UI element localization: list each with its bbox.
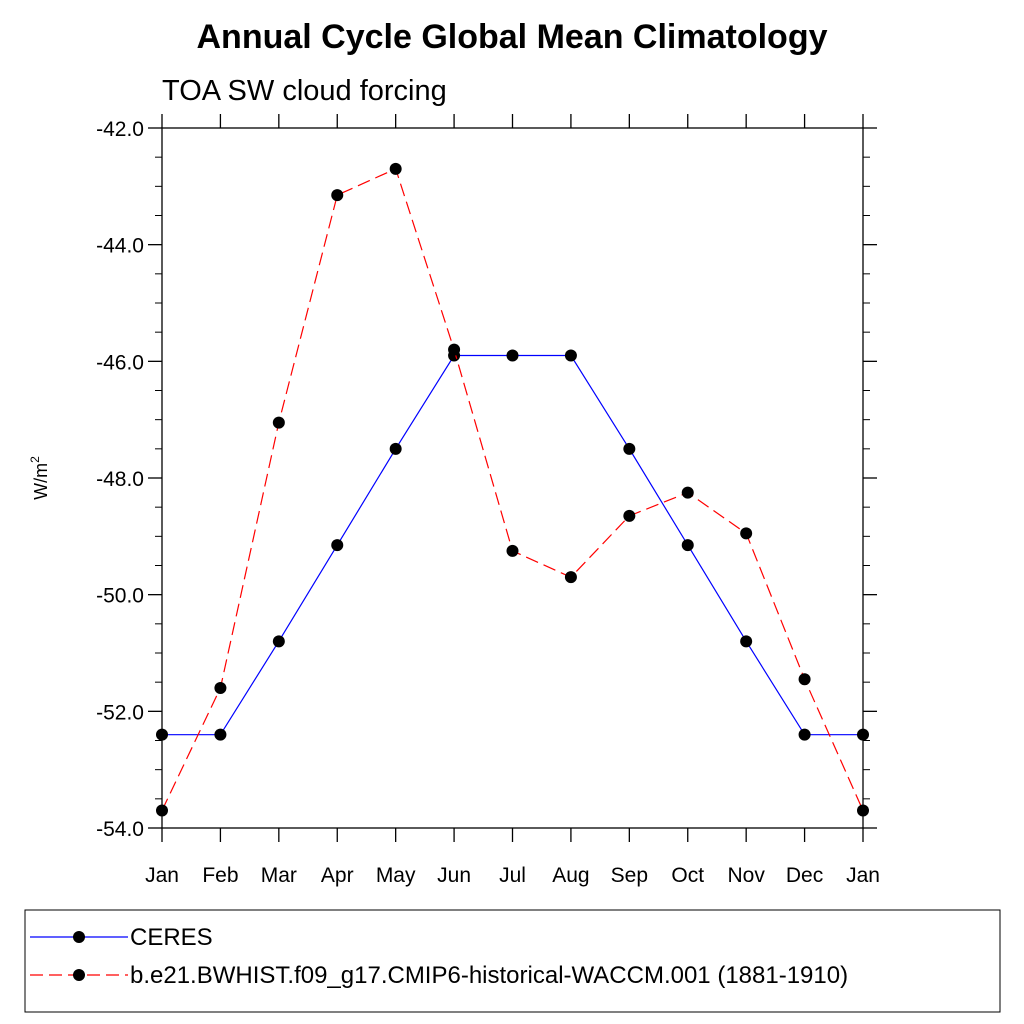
data-point <box>156 804 168 817</box>
y-tick-label: -46.0 <box>96 351 144 374</box>
series-layer <box>156 162 869 817</box>
data-point <box>506 544 519 557</box>
x-tick-label: May <box>376 864 416 887</box>
data-point <box>389 442 402 455</box>
data-point <box>272 635 285 648</box>
x-tick-label: Sep <box>611 864 648 887</box>
data-point <box>681 486 694 499</box>
y-tick-label: -52.0 <box>96 701 144 724</box>
data-point <box>564 349 577 362</box>
chart-title: Annual Cycle Global Mean Climatology <box>197 18 828 56</box>
data-point <box>623 442 636 455</box>
x-tick-label: Jan <box>846 864 880 887</box>
x-tick-label: Mar <box>261 864 297 887</box>
series-1 <box>156 162 869 817</box>
legend: CERES b.e21.BWHIST.f09_g17.CMIP6-historic… <box>24 909 1001 1013</box>
y-axis-label-superscript: 2 <box>28 456 42 463</box>
data-point <box>740 635 753 648</box>
data-point <box>214 728 227 741</box>
data-point <box>214 682 227 694</box>
series-line <box>161 167 864 811</box>
data-point <box>156 728 168 741</box>
data-point <box>564 571 577 584</box>
data-point <box>272 416 285 429</box>
x-tick-label: Jul <box>499 864 526 887</box>
data-point <box>857 804 869 817</box>
x-tick-label: Jun <box>437 864 471 887</box>
x-tick-label: Oct <box>671 864 704 887</box>
legend-marker <box>73 931 85 943</box>
x-tick-label: Nov <box>727 864 765 887</box>
data-point <box>448 343 461 356</box>
legend-box <box>24 909 1001 1013</box>
chart-subtitle: TOA SW cloud forcing <box>162 75 447 107</box>
y-axis-label-text: W/m <box>31 463 51 500</box>
legend-label: CERES <box>130 924 213 951</box>
y-tick-label: -44.0 <box>96 235 144 258</box>
data-point <box>681 539 694 552</box>
x-tick-label: Feb <box>202 864 238 887</box>
y-axis: -42.0 -44.0 -46.0 -48.0 -50.0 -52.0 -54.0 <box>96 118 877 841</box>
data-point <box>506 349 519 362</box>
data-point <box>798 728 811 741</box>
y-tick-label: -42.0 <box>96 118 144 141</box>
data-point <box>331 539 344 552</box>
legend-marker <box>73 969 85 981</box>
y-tick-label: -50.0 <box>96 585 144 608</box>
data-point <box>798 673 811 686</box>
x-tick-label: Jan <box>145 864 179 887</box>
x-tick-label: Aug <box>552 864 589 887</box>
y-tick-label: -54.0 <box>96 818 144 841</box>
x-tick-label: Apr <box>321 864 354 887</box>
data-point <box>331 189 344 202</box>
x-axis: Jan Feb Mar Apr May Jun Jul Aug Sep Oct Nov Dec Jan <box>145 114 880 887</box>
data-point <box>857 728 869 741</box>
y-axis-label: W/m2 <box>28 456 51 500</box>
data-point <box>389 162 402 175</box>
data-point <box>623 509 636 522</box>
y-tick-label: -48.0 <box>96 468 144 491</box>
x-tick-label: Dec <box>786 864 823 887</box>
data-point <box>740 527 753 540</box>
legend-label: b.e21.BWHIST.f09_g17.CMIP6-historical-WA… <box>130 962 848 989</box>
